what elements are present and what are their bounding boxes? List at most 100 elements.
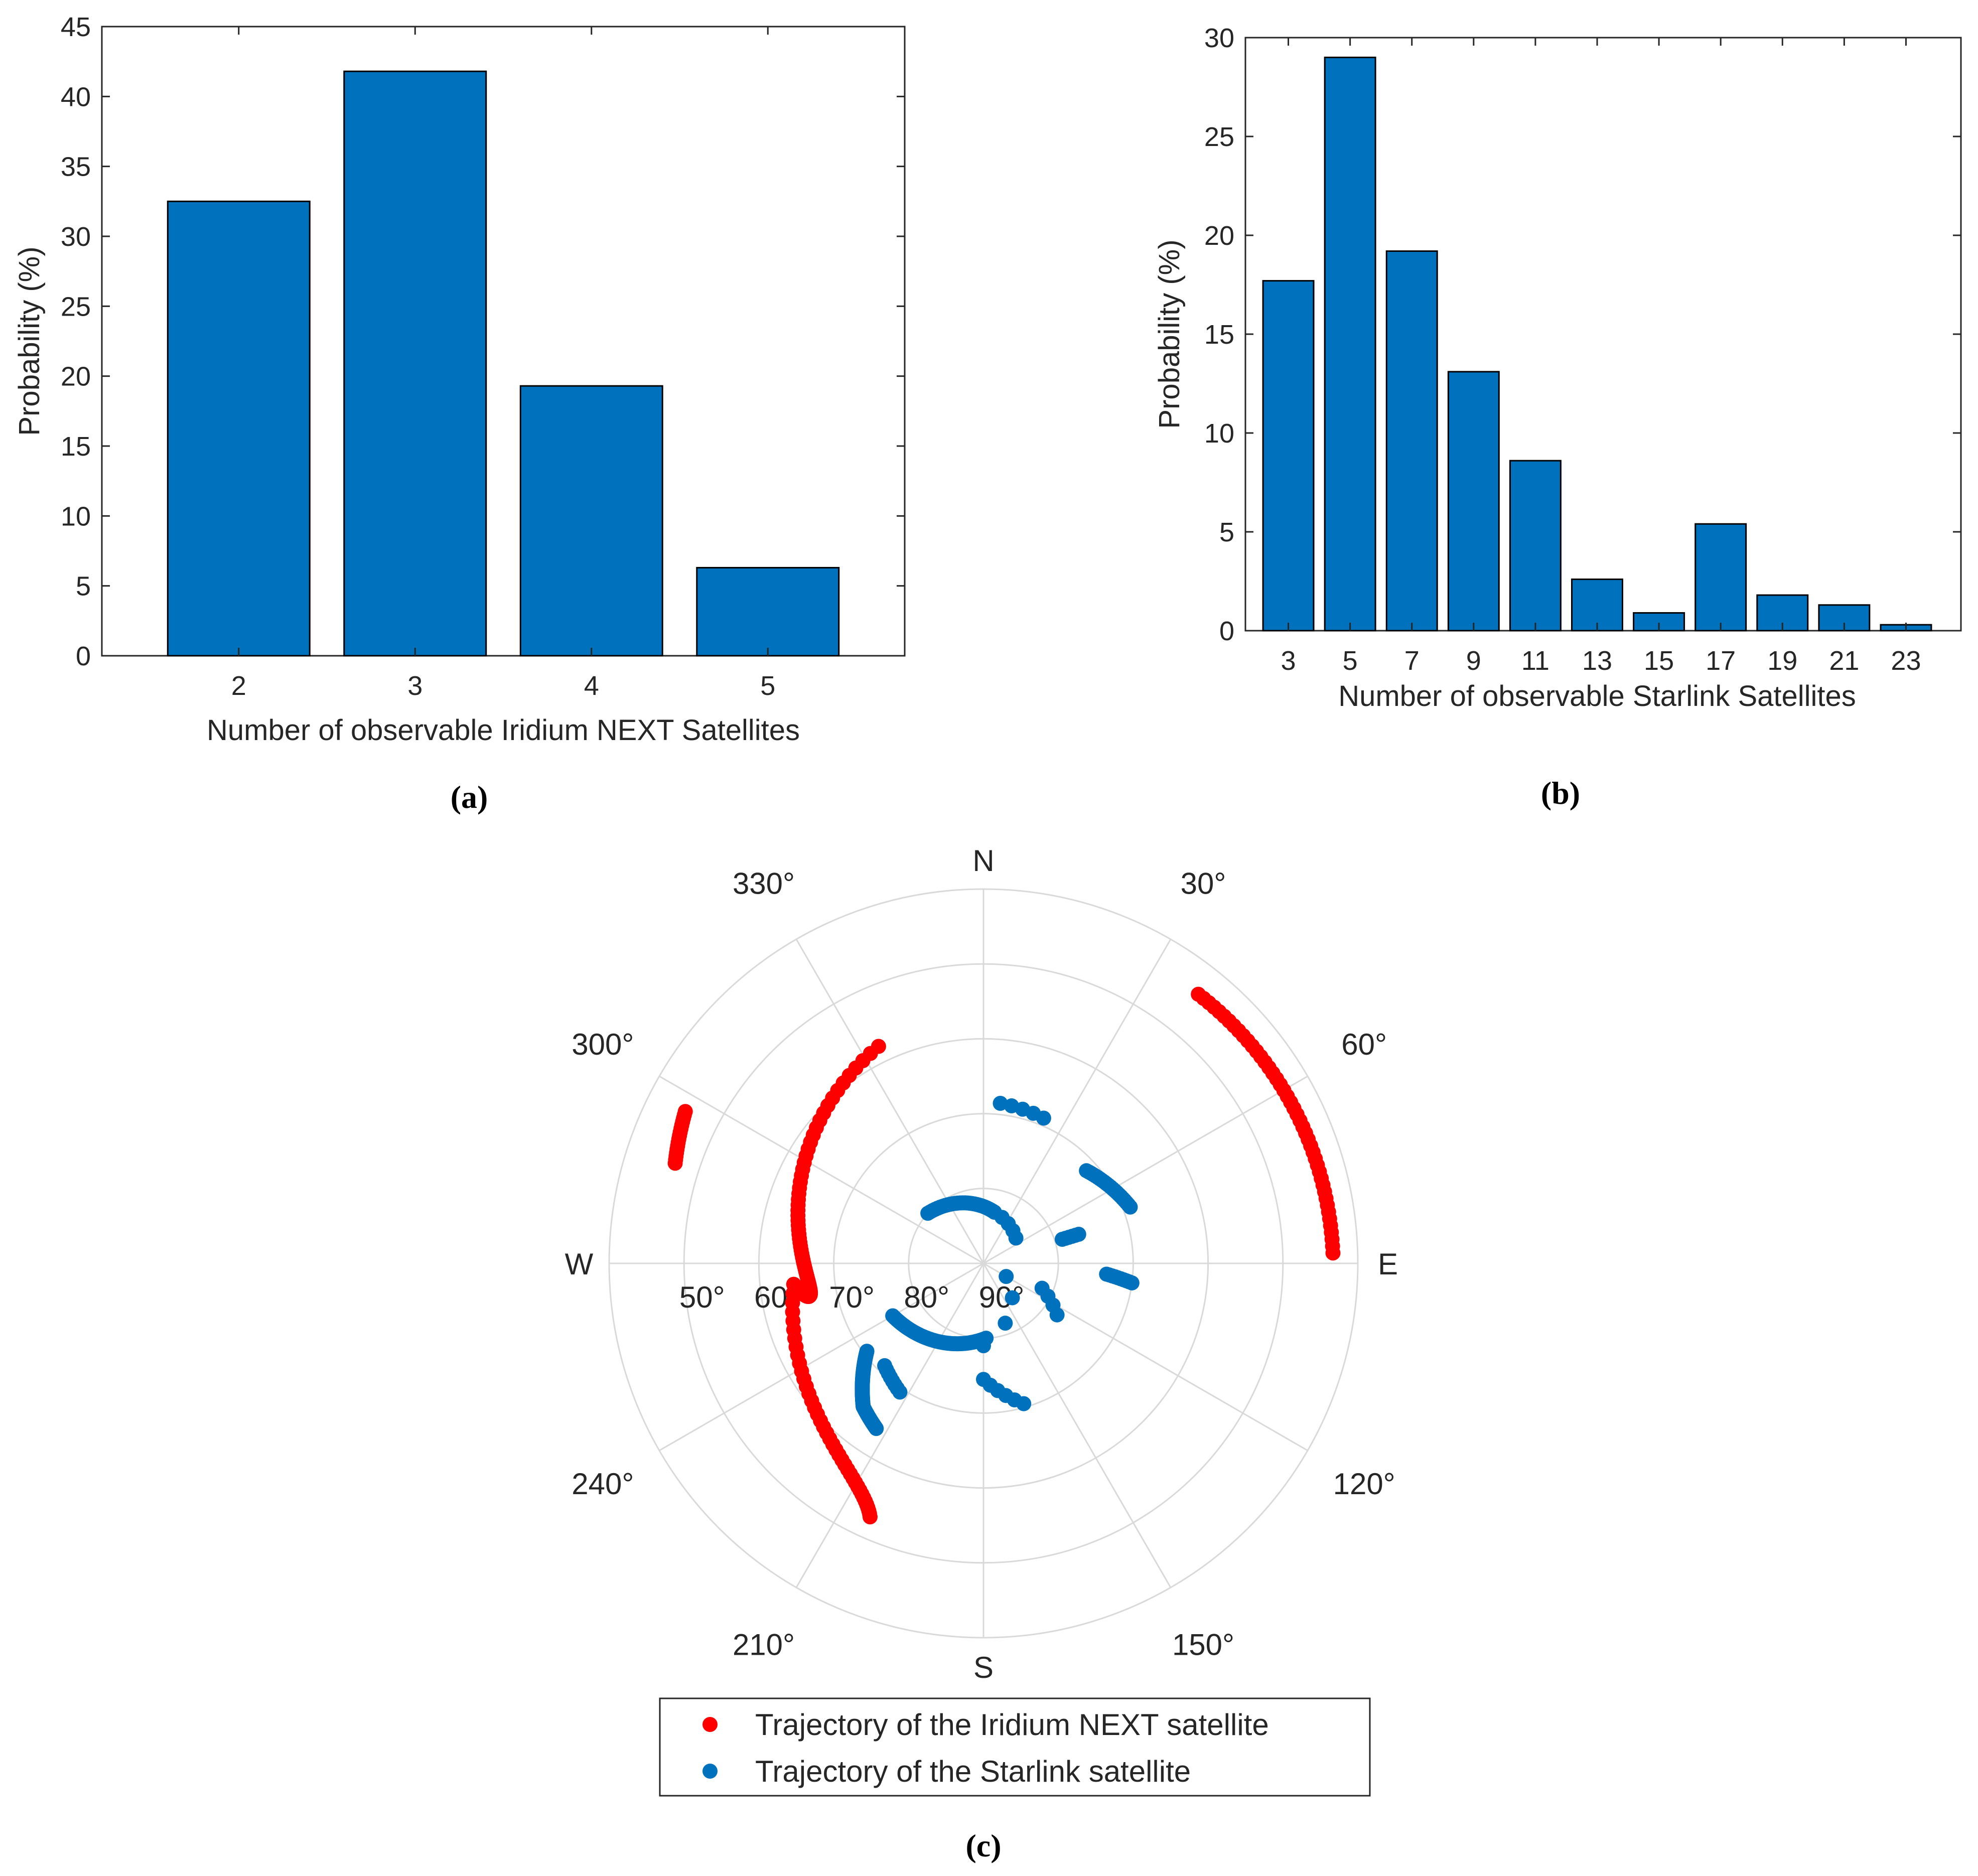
starlink-trajectory-point [1122, 1199, 1138, 1215]
azimuth-spoke [659, 1262, 984, 1452]
azimuth-spoke [659, 1075, 984, 1264]
legend-label-iridium: Trajectory of the Iridium NEXT satellite [755, 1708, 1269, 1742]
chart-b-x-axis-label: Number of observable Starlink Satellites [1338, 680, 1856, 712]
y-tick-label: 0 [1219, 616, 1234, 646]
iridium-trajectory-point [667, 1156, 683, 1171]
starlink-trajectory-point [1008, 1230, 1024, 1246]
chart-b-x-ticks: 3 5 7 9 11 13 15 17 19 21 23 [1281, 38, 1921, 676]
azimuth-label: 240° [572, 1467, 634, 1501]
starlink-trajectory-point [1071, 1226, 1086, 1242]
elevation-label: 80° [904, 1280, 949, 1314]
starlink-trajectory-point [998, 1316, 1013, 1331]
iridium-trajectory-point [862, 1509, 878, 1525]
bar-3 [1262, 280, 1315, 632]
elevation-label: 70° [829, 1280, 875, 1314]
x-tick-label: 9 [1466, 646, 1481, 676]
chart-b-caption: (b) [1541, 775, 1580, 811]
y-tick-label: 20 [1204, 221, 1234, 251]
chart-b-y-ticks: 0 5 10 15 20 25 30 [1204, 23, 1961, 646]
y-tick-label: 15 [61, 431, 91, 462]
cardinal-label-north: N [972, 844, 994, 878]
starlink-trajectory-point [978, 1331, 994, 1346]
starlink-trajectory-point [1005, 1290, 1020, 1306]
bar-11 [1509, 460, 1562, 632]
bar-5 [696, 566, 840, 657]
chart-a-y-axis-label: Probability (%) [13, 246, 46, 436]
chart-b-bars [1262, 56, 1932, 632]
x-tick-label: 7 [1404, 646, 1420, 676]
y-tick-label: 35 [61, 152, 91, 182]
x-tick-label: 4 [584, 671, 599, 701]
azimuth-label: 330° [733, 867, 795, 900]
x-tick-label: 23 [1891, 646, 1921, 676]
cardinal-label-south: S [973, 1651, 994, 1684]
y-tick-label: 15 [1204, 320, 1234, 350]
y-tick-label: 30 [61, 222, 91, 252]
starlink-trajectory-point [1124, 1275, 1140, 1290]
chart-c-legend: Trajectory of the Iridium NEXT satellite… [659, 1697, 1371, 1797]
y-tick-label: 20 [61, 362, 91, 392]
bar-9 [1447, 371, 1500, 632]
x-tick-label: 3 [407, 671, 422, 701]
azimuth-spoke [983, 1262, 1308, 1452]
y-tick-label: 5 [1219, 517, 1234, 547]
chart-b-y-axis-label: Probability (%) [1153, 239, 1186, 428]
legend-marker-starlink [702, 1764, 718, 1779]
azimuth-label: 60° [1341, 1028, 1387, 1061]
y-tick-label: 10 [1204, 418, 1234, 449]
y-tick-label: 0 [76, 641, 91, 671]
chart-a-iridium-histogram: 0 5 10 15 20 25 30 35 40 45 2 3 4 5 Number of observ… [13, 12, 906, 815]
x-tick-label: 5 [760, 671, 775, 701]
bar-17 [1694, 523, 1747, 632]
azimuth-label: 30° [1181, 867, 1226, 900]
starlink-trajectory-point [993, 1095, 1008, 1111]
x-tick-label: 5 [1343, 646, 1358, 676]
cardinal-label-west: W [565, 1247, 594, 1281]
chart-a-y-ticks: 0 5 10 15 20 25 30 35 40 45 [61, 12, 905, 671]
azimuth-label: 210° [733, 1628, 795, 1662]
starlink-trajectory-point [999, 1269, 1014, 1284]
chart-c-polar-grid [608, 888, 1359, 1639]
starlink-trajectory-point [1016, 1396, 1032, 1411]
azimuth-spoke [982, 939, 1172, 1264]
chart-a-caption: (a) [451, 779, 488, 815]
y-tick-label: 25 [1204, 122, 1234, 152]
bar-13 [1571, 579, 1623, 632]
chart-c-legend-box [659, 1697, 1371, 1797]
x-tick-label: 11 [1521, 646, 1549, 676]
y-tick-label: 45 [61, 12, 91, 42]
x-tick-label: 3 [1281, 646, 1296, 676]
bar-3 [343, 70, 487, 657]
x-tick-label: 2 [231, 671, 246, 701]
x-tick-label: 13 [1582, 646, 1612, 676]
cardinal-label-east: E [1378, 1247, 1398, 1281]
starlink-trajectory-point [1049, 1307, 1065, 1323]
bar-7 [1385, 250, 1438, 632]
chart-a-x-axis-label: Number of observable Iridium NEXT Satell… [207, 714, 800, 747]
legend-marker-iridium [702, 1717, 718, 1732]
x-tick-label: 19 [1767, 646, 1797, 676]
starlink-trajectory-point [1036, 1110, 1051, 1126]
chart-c-trajectory-points [667, 986, 1341, 1525]
chart-a-bars [167, 70, 840, 657]
elevation-label: 50° [679, 1280, 725, 1314]
bar-4 [519, 385, 663, 657]
y-tick-label: 40 [61, 82, 91, 112]
azimuth-spoke [795, 1263, 984, 1588]
y-tick-label: 10 [61, 501, 91, 531]
x-tick-label: 21 [1829, 646, 1859, 676]
starlink-trajectory-point [869, 1421, 884, 1436]
starlink-trajectory-point [892, 1384, 908, 1400]
bar-5 [1324, 56, 1376, 632]
chart-a-x-ticks: 2 3 4 5 [231, 27, 775, 701]
chart-a-plot-frame [101, 26, 906, 657]
bar-2 [167, 200, 311, 657]
iridium-trajectory-point [1325, 1245, 1341, 1261]
azimuth-label: 150° [1172, 1628, 1234, 1662]
y-tick-label: 30 [1204, 23, 1234, 53]
azimuth-label: 300° [572, 1028, 634, 1061]
y-tick-label: 25 [61, 292, 91, 322]
legend-label-starlink: Trajectory of the Starlink satellite [755, 1755, 1191, 1788]
